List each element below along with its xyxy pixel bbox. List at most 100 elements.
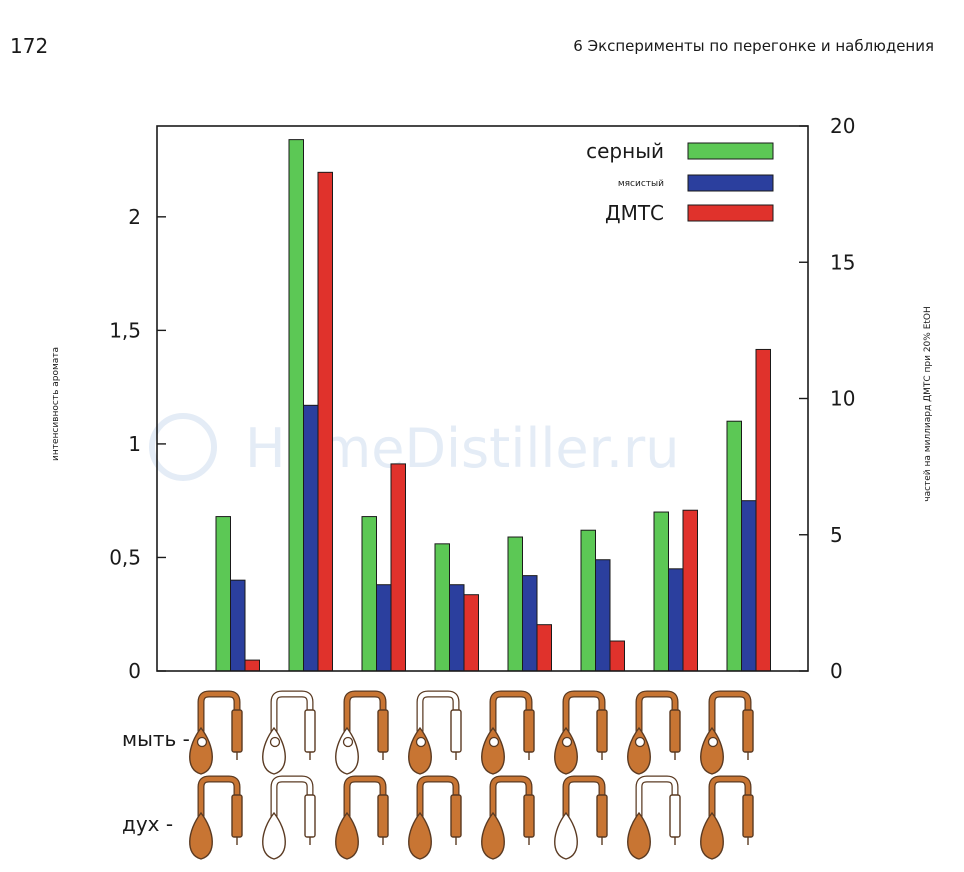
y-right-tick-label: 0 bbox=[830, 659, 843, 683]
pot-body bbox=[262, 726, 286, 775]
condenser bbox=[523, 794, 535, 838]
pot-body bbox=[627, 811, 651, 860]
condenser bbox=[377, 709, 389, 753]
pot-body bbox=[408, 811, 432, 860]
bar-3-3 bbox=[390, 463, 406, 672]
condenser bbox=[377, 794, 389, 838]
pot-body bbox=[189, 726, 213, 775]
watermark-logo bbox=[149, 413, 217, 481]
y-left-tick-label: 0,5 bbox=[109, 545, 141, 569]
pot-body bbox=[408, 726, 432, 775]
still-icon-wash-5 bbox=[481, 690, 535, 775]
pot-body bbox=[700, 811, 724, 860]
condenser bbox=[450, 794, 462, 838]
bar-3-2 bbox=[317, 171, 333, 672]
sight-glass-icon bbox=[342, 736, 354, 748]
y-right-tick-label: 10 bbox=[830, 387, 855, 411]
condenser bbox=[450, 709, 462, 753]
legend-swatch-2 bbox=[687, 174, 774, 192]
still-icon-wash-7 bbox=[627, 690, 681, 775]
y-left-tick-label: 1 bbox=[128, 432, 141, 456]
still-icon-spirit-8 bbox=[700, 775, 754, 860]
bars bbox=[215, 139, 771, 672]
sight-glass-icon bbox=[707, 736, 719, 748]
still-icon-spirit-5 bbox=[481, 775, 535, 860]
still-icon-spirit-3 bbox=[335, 775, 389, 860]
sight-glass-icon bbox=[488, 736, 500, 748]
lyne-arm bbox=[563, 776, 605, 822]
bar-2-2 bbox=[303, 404, 319, 672]
still-icon-wash-8 bbox=[700, 690, 754, 775]
bar-1-6 bbox=[580, 529, 596, 672]
bar-1-7 bbox=[653, 511, 669, 672]
pot-body bbox=[481, 811, 505, 860]
watermark: HomeDistiller.ru bbox=[149, 413, 679, 481]
y-right-tick-label: 15 bbox=[830, 250, 855, 274]
legend-label-3: ДМТС bbox=[605, 201, 664, 225]
y-axis-left-label: интенсивность аромата bbox=[51, 347, 61, 461]
bar-2-3 bbox=[376, 584, 392, 672]
pot-body bbox=[335, 726, 359, 775]
bar-1-2 bbox=[288, 139, 304, 672]
still-icon-wash-2 bbox=[262, 690, 316, 775]
pot-body bbox=[700, 726, 724, 775]
legend-label-1: серный bbox=[586, 139, 664, 163]
y-left-tick-label: 1,5 bbox=[109, 318, 141, 342]
still-icon-spirit-6 bbox=[554, 775, 608, 860]
still-configuration-rows: мыть - дух - bbox=[122, 690, 754, 860]
still-icon-spirit-1 bbox=[189, 775, 243, 860]
condenser bbox=[304, 709, 316, 753]
bar-1-1 bbox=[215, 516, 231, 672]
still-icon-wash-4 bbox=[408, 690, 462, 775]
lyne-arm bbox=[490, 776, 532, 822]
lyne-arm bbox=[490, 691, 532, 737]
pot-body bbox=[262, 811, 286, 860]
bar-1-5 bbox=[507, 536, 523, 672]
lyne-arm bbox=[417, 691, 459, 737]
y-axis-right-label: частей на миллиард ДМТС при 20% EtOH bbox=[923, 306, 933, 502]
legend-swatch-3 bbox=[687, 204, 774, 222]
running-header: 6 Эксперименты по перегонке и наблюдения bbox=[573, 37, 934, 55]
lyne-arm bbox=[563, 691, 605, 737]
row-label-spirit: дух - bbox=[122, 812, 173, 836]
sight-glass-icon bbox=[269, 736, 281, 748]
pot-body bbox=[627, 726, 651, 775]
pot-body bbox=[554, 811, 578, 860]
lyne-arm bbox=[344, 776, 386, 822]
still-icon-wash-1 bbox=[189, 690, 243, 775]
lyne-arm bbox=[344, 691, 386, 737]
bar-3-8 bbox=[755, 348, 771, 672]
bar-3-6 bbox=[609, 640, 625, 672]
condenser bbox=[742, 709, 754, 753]
condenser bbox=[596, 794, 608, 838]
bar-1-3 bbox=[361, 516, 377, 672]
condenser bbox=[231, 709, 243, 753]
still-icon-spirit-4 bbox=[408, 775, 462, 860]
still-icon-spirit-7 bbox=[627, 775, 681, 860]
bar-1-8 bbox=[726, 420, 742, 672]
still-icon-wash-3 bbox=[335, 690, 389, 775]
condenser bbox=[523, 709, 535, 753]
bar-2-8 bbox=[741, 500, 757, 672]
y-left-tick-label: 0 bbox=[128, 659, 141, 683]
bar-2-6 bbox=[595, 559, 611, 672]
bar-1-4 bbox=[434, 543, 450, 672]
sight-glass-icon bbox=[634, 736, 646, 748]
pot-body bbox=[335, 811, 359, 860]
lyne-arm bbox=[417, 776, 459, 822]
lyne-arm bbox=[636, 776, 678, 822]
pot-body bbox=[554, 726, 578, 775]
bar-2-4 bbox=[449, 584, 465, 672]
lyne-arm bbox=[709, 776, 751, 822]
bar-3-1 bbox=[244, 659, 260, 672]
legend-label-2: мясистый bbox=[618, 179, 664, 189]
pot-body bbox=[481, 726, 505, 775]
sight-glass-icon bbox=[415, 736, 427, 748]
bar-3-5 bbox=[536, 624, 552, 672]
lyne-arm bbox=[636, 691, 678, 737]
condenser bbox=[596, 709, 608, 753]
legend-swatch-1 bbox=[687, 142, 774, 160]
row-label-wash: мыть - bbox=[122, 727, 190, 751]
